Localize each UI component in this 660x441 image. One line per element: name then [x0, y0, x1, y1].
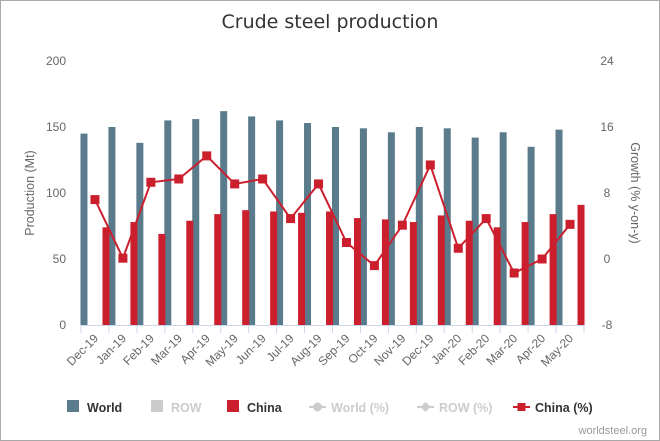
legend-square-marker — [517, 403, 526, 411]
chart-title: Crude steel production — [222, 11, 439, 33]
bar-world[interactable] — [415, 127, 423, 325]
legend-item-world[interactable]: World — [67, 400, 122, 415]
y-tick-label: 200 — [46, 54, 66, 68]
y2-tick-label: -8 — [602, 318, 613, 332]
point-china[interactable] — [118, 253, 128, 263]
point-china[interactable] — [90, 195, 100, 205]
point-china[interactable] — [397, 220, 407, 230]
legend-item-china[interactable]: China (%) — [513, 401, 593, 415]
bar-world[interactable] — [192, 119, 200, 325]
bar-world[interactable] — [443, 128, 451, 325]
bar-china[interactable] — [186, 220, 194, 325]
legend-swatch — [151, 400, 163, 412]
bar-china[interactable] — [493, 227, 501, 325]
bar-world[interactable] — [136, 142, 144, 325]
bar-china[interactable] — [130, 222, 138, 325]
point-china[interactable] — [258, 174, 268, 184]
y-tick-label: 150 — [46, 120, 66, 134]
series-china-bars — [102, 204, 585, 325]
legend-circle-marker — [313, 402, 322, 412]
bar-china[interactable] — [549, 214, 557, 325]
y2-tick-label: 24 — [600, 54, 614, 68]
bar-world[interactable] — [248, 116, 256, 325]
point-china[interactable] — [537, 254, 547, 264]
point-china[interactable] — [565, 219, 575, 229]
bar-world[interactable] — [555, 129, 563, 325]
legend-item-row[interactable]: ROW (%) — [417, 401, 492, 415]
point-china[interactable] — [453, 243, 463, 253]
y2-axis-title: Growth (% y-on-y) — [628, 142, 642, 243]
point-china[interactable] — [481, 214, 491, 224]
bar-china[interactable] — [214, 214, 222, 325]
bar-china[interactable] — [102, 227, 110, 325]
legend-diamond-marker — [420, 402, 431, 412]
bar-china[interactable] — [158, 233, 166, 325]
bar-world[interactable] — [220, 111, 228, 325]
legend-label: World (%) — [331, 401, 389, 415]
point-china[interactable] — [146, 177, 156, 187]
credit-link[interactable]: worldsteel.org — [578, 425, 647, 437]
bar-china[interactable] — [465, 220, 473, 325]
bar-china[interactable] — [437, 215, 445, 325]
point-china[interactable] — [202, 151, 212, 161]
bar-world[interactable] — [527, 146, 535, 325]
legend-label: China (%) — [535, 401, 593, 415]
bar-world[interactable] — [164, 120, 172, 326]
bar-china[interactable] — [242, 210, 250, 325]
legend-item-china[interactable]: China — [227, 400, 283, 415]
point-china[interactable] — [509, 268, 519, 278]
x-tick-label: Mar-19 — [148, 331, 185, 368]
legend-label: World — [87, 401, 122, 415]
point-china[interactable] — [369, 261, 379, 271]
bar-world[interactable] — [359, 128, 367, 325]
bar-china[interactable] — [409, 222, 417, 325]
y2-tick-label: 16 — [600, 120, 614, 134]
y2-tick-label: 8 — [604, 186, 611, 200]
series-china-line — [90, 151, 575, 278]
x-tick-label: Jun-19 — [233, 331, 269, 367]
x-tick-label: Dec-19 — [64, 331, 101, 368]
legend-swatch — [227, 400, 239, 412]
plot-area: 0 50 100 150 200 -8 0 8 16 24 Production (Mt) Growt… — [23, 54, 642, 369]
point-china[interactable] — [286, 214, 296, 224]
legend-label: ROW — [171, 401, 202, 415]
bar-world[interactable] — [80, 133, 88, 325]
point-china[interactable] — [341, 238, 351, 247]
bar-china[interactable] — [298, 212, 306, 325]
legend-item-world[interactable]: World (%) — [309, 401, 389, 415]
legend-item-row[interactable]: ROW — [151, 400, 202, 415]
bar-world[interactable] — [108, 127, 116, 325]
bar-world[interactable] — [304, 123, 312, 325]
legend-label: ROW (%) — [439, 401, 492, 415]
bar-world[interactable] — [276, 120, 284, 326]
bar-world[interactable] — [499, 132, 507, 325]
bar-china[interactable] — [381, 219, 389, 325]
y-tick-label: 0 — [59, 318, 66, 332]
y2-tick-label: 0 — [604, 252, 611, 266]
point-china[interactable] — [314, 179, 324, 189]
legend[interactable]: World ROW China World (%) ROW (%) China (%) — [67, 400, 593, 415]
legend-label: China — [247, 401, 283, 415]
bar-world[interactable] — [387, 132, 395, 325]
y-tick-label: 100 — [46, 186, 66, 200]
point-china[interactable] — [425, 160, 435, 170]
point-china[interactable] — [174, 174, 184, 184]
bar-world[interactable] — [331, 127, 339, 325]
legend-swatch — [67, 400, 79, 412]
x-tick-label: Dec-19 — [399, 331, 436, 368]
bar-china[interactable] — [326, 211, 334, 325]
y-axis-title: Production (Mt) — [23, 150, 37, 235]
line-china — [94, 154, 571, 275]
bar-china[interactable] — [577, 204, 585, 325]
bar-china[interactable] — [270, 211, 278, 325]
y-tick-label: 50 — [53, 252, 67, 266]
bar-china[interactable] — [521, 222, 529, 325]
point-china[interactable] — [230, 179, 240, 189]
x-tick-label: Mar-20 — [483, 331, 520, 368]
x-tick-label: Sep-19 — [315, 331, 352, 368]
bar-china[interactable] — [353, 218, 361, 325]
